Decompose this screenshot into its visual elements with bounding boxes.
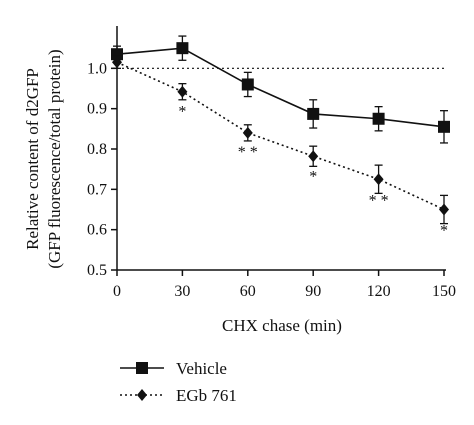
legend: Vehicle EGb 761 (120, 359, 237, 405)
x-tick-label: 0 (113, 283, 121, 300)
data-point (111, 48, 123, 61)
data-point (241, 78, 254, 91)
data-point (176, 42, 189, 55)
y-tick-label: 1.0 (87, 60, 107, 77)
legend-label: Vehicle (176, 359, 227, 378)
data-point (308, 150, 319, 163)
y-tick-label: 0.8 (87, 141, 107, 158)
x-tick-label: 30 (174, 283, 190, 300)
y-tick-label: 0.7 (87, 181, 107, 198)
legend-label: EGb 761 (176, 386, 237, 405)
series-line-0 (116, 47, 445, 128)
x-tick-label: 150 (432, 283, 456, 300)
legend-marker (137, 389, 147, 401)
data-point (177, 85, 188, 98)
significance-label: * (440, 223, 448, 240)
chart-marks: * * * * * * * (111, 35, 450, 240)
significance-label: * (309, 168, 317, 185)
y-axis-label-2: (GFP fluorescence/total protein) (45, 49, 64, 268)
data-point (439, 203, 449, 216)
y-tick-label: 0.5 (87, 262, 107, 279)
axes: 0 30 60 90 120 150 0.5 0.6 0.7 0.8 0.9 1.0 (87, 26, 456, 300)
x-tick-label: 90 (305, 283, 321, 300)
data-point (307, 107, 320, 120)
significance-label: * * (238, 144, 258, 161)
significance-label: * (178, 104, 186, 121)
significance-label: * * (369, 192, 389, 209)
data-point (438, 120, 450, 133)
y-tick-label: 0.9 (87, 101, 107, 118)
x-axis-label: CHX chase (min) (222, 316, 342, 335)
data-point (373, 173, 384, 186)
x-tick-label: 60 (240, 283, 256, 300)
data-point (242, 126, 253, 139)
data-point (112, 56, 122, 69)
y-tick-label: 0.6 (87, 222, 107, 239)
series-line-1 (116, 61, 445, 211)
x-tick-label: 120 (367, 283, 391, 300)
data-point (372, 112, 385, 125)
legend-marker (136, 362, 148, 374)
y-axis-label: Relative content of d2GFP (23, 68, 42, 250)
